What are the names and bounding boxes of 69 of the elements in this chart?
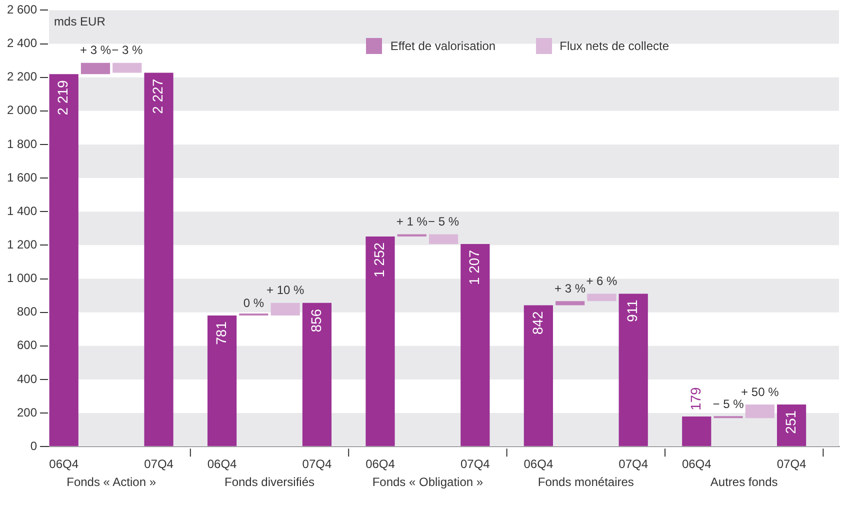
- bar: [49, 74, 78, 446]
- y-tick-label: 2 600: [7, 2, 38, 17]
- y-tick-label: 1 200: [7, 237, 38, 252]
- bar: [112, 62, 142, 73]
- y-tick-label: 800: [17, 304, 38, 319]
- annotation: − 5 %: [428, 214, 460, 229]
- bar: [776, 404, 806, 446]
- data-label: 842: [529, 311, 546, 335]
- y-tick-label: 1 000: [7, 271, 38, 286]
- bar: [270, 302, 300, 316]
- text: Fonds « Action »: [66, 474, 156, 489]
- data-label: 911: [624, 299, 640, 322]
- y-axis-title: mds EUR: [54, 14, 106, 29]
- x-tick-label: 07Q4: [618, 457, 648, 472]
- text: Fonds monétaires: [538, 474, 634, 489]
- data-label: 1 207: [466, 250, 482, 286]
- bar: [745, 404, 774, 418]
- y-tick-label: 2 200: [7, 70, 38, 84]
- text: Fonds diversifiés: [224, 474, 315, 489]
- x-tick-label: 07Q4: [460, 457, 490, 472]
- data-label: 251: [782, 410, 798, 434]
- y-tick-label: 400: [17, 372, 38, 386]
- bar: [524, 305, 553, 446]
- text: Fonds « Obligation »: [372, 474, 484, 489]
- x-tick-label: 06Q4: [207, 457, 238, 472]
- x-tick-label: 07Q4: [776, 457, 807, 472]
- annotation: + 3 %: [80, 43, 112, 58]
- bar: [460, 244, 490, 446]
- bar: [366, 236, 395, 446]
- annotation: + 10 %: [266, 283, 304, 298]
- data-label: 2 219: [54, 80, 71, 116]
- y-tick-label: 2 000: [7, 103, 38, 118]
- bar: [556, 301, 585, 306]
- x-tick-label: 06Q4: [49, 457, 79, 472]
- bar: [144, 72, 174, 446]
- bar: [587, 294, 616, 302]
- x-tick-label: 06Q4: [682, 457, 712, 472]
- x-tick-label: 07Q4: [302, 457, 332, 472]
- data-label: 179: [687, 386, 704, 411]
- bar: [207, 316, 237, 446]
- legend-label: Effet de valorisation: [390, 39, 496, 54]
- x-tick-label: 06Q4: [524, 457, 554, 472]
- legend-label: Flux nets de collecte: [560, 39, 669, 54]
- y-tick-label: 1 600: [7, 170, 38, 184]
- data-label: 781: [212, 321, 229, 345]
- data-label: 2 227: [150, 78, 166, 114]
- bar: [618, 294, 648, 446]
- x-tick-label: 07Q4: [144, 457, 174, 472]
- y-tick-label: 1 400: [7, 204, 38, 218]
- data-label: 856: [308, 308, 324, 332]
- annotation: + 50 %: [741, 384, 780, 399]
- annotation: + 1 %: [396, 214, 428, 229]
- y-tick-label: 200: [17, 405, 38, 420]
- y-tick-label: 0: [30, 438, 38, 453]
- text: Autres fonds: [710, 474, 778, 489]
- annotation: − 5 %: [712, 396, 744, 411]
- annotation: + 3 %: [554, 281, 586, 296]
- data-label: 1 252: [371, 242, 388, 278]
- annotation: 0 %: [243, 296, 264, 310]
- bar: [428, 234, 458, 244]
- x-tick-label: 06Q4: [366, 457, 396, 472]
- bar: [80, 62, 110, 74]
- annotation: − 3 %: [112, 43, 143, 58]
- y-tick-label: 1 800: [7, 136, 38, 151]
- bar: [302, 302, 332, 446]
- bar: [682, 416, 712, 446]
- y-tick-label: 600: [17, 338, 38, 352]
- y-tick-label: 2 400: [7, 36, 38, 50]
- annotation: + 6 %: [586, 274, 618, 288]
